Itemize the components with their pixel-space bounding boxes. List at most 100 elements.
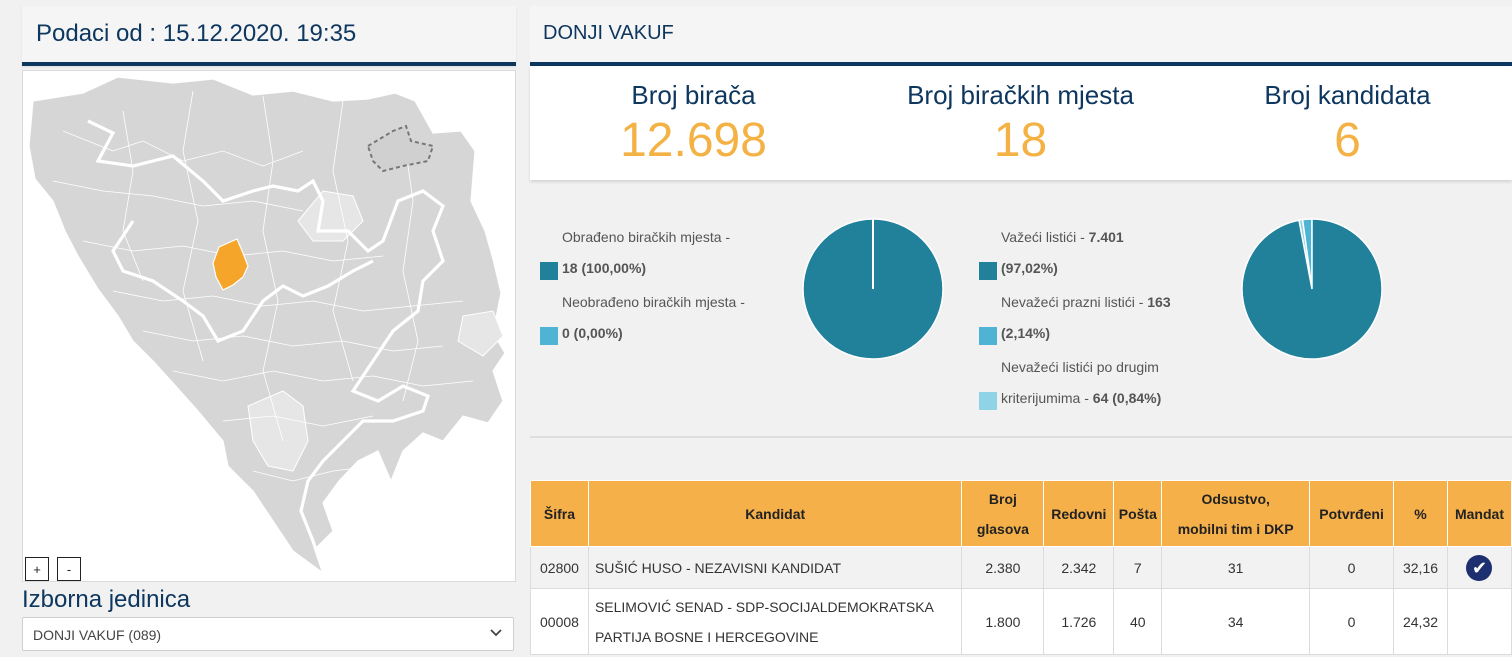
unit-header: DONJI VAKUF — [530, 6, 1512, 66]
selected-municipality[interactable] — [212, 238, 249, 291]
zoom-controls: + - — [25, 557, 81, 581]
table-row[interactable]: 02800 SUŠIĆ HUSO - NEZAVISNI KANDIDAT 2.… — [530, 546, 1512, 589]
table-row[interactable]: 00008 SELIMOVIĆ SENAD - SDP-SOCIJALDEMOK… — [530, 588, 1512, 655]
results-table: Šifra Kandidat Broj glasova Redovni Pošta… — [530, 480, 1512, 655]
col-potvrdeni[interactable]: Potvrđeni — [1309, 480, 1395, 547]
col-redovni[interactable]: Redovni — [1043, 480, 1115, 547]
ballots-pie-slice-2[interactable] — [1241, 218, 1383, 360]
cell-mandat — [1446, 588, 1512, 655]
election-map[interactable]: + - — [22, 70, 516, 582]
stat-candidates: Broj kandidata 6 — [1184, 66, 1511, 180]
valid-label: Važeći listići - — [1001, 229, 1085, 245]
col-pct[interactable]: % — [1393, 480, 1448, 547]
light-region-east — [457, 310, 504, 357]
light-region-north — [297, 190, 364, 242]
other-value: 64 (0,84%) — [1092, 390, 1162, 406]
other-swatch — [979, 392, 997, 410]
legend-valid: Važeći listići - 7.401 (97,02%) — [979, 222, 1171, 284]
processed-value: 18 (100,00%) — [562, 260, 647, 276]
electoral-unit-value: DONJI VAKUF (089) — [33, 627, 162, 643]
entity-border — [87, 119, 445, 572]
ballots-legend: Važeći listići - 7.401 (97,02%) Nevažeći… — [979, 222, 1171, 417]
processed-swatch — [540, 262, 558, 280]
cell-posta: 7 — [1113, 546, 1163, 589]
cell-sifra: 02800 — [530, 546, 589, 589]
electoral-unit-select[interactable]: DONJI VAKUF (089) — [22, 617, 514, 651]
unprocessed-swatch — [540, 327, 558, 345]
cell-potvrdeni: 0 — [1309, 588, 1395, 655]
unprocessed-value: 0 (0,00%) — [562, 325, 623, 341]
valid-swatch — [979, 262, 997, 280]
brcko-district — [366, 124, 435, 173]
unprocessed-label: Neobrađeno biračkih mjesta - — [562, 294, 745, 310]
zoom-in-button[interactable]: + — [25, 557, 49, 581]
cell-redovni: 1.726 — [1043, 588, 1115, 655]
stat-voters-value: 12.698 — [620, 114, 767, 167]
check-circle-icon: ✔ — [1466, 554, 1493, 581]
cell-redovni: 2.342 — [1043, 546, 1115, 589]
valid-pct: (97,02%) — [1001, 260, 1058, 276]
cell-odsustvo: 31 — [1161, 546, 1311, 589]
processed-label: Obrađeno biračkih mjesta - — [562, 229, 731, 245]
legend-unprocessed: Neobrađeno biračkih mjesta - 0 (0,00%) — [540, 287, 745, 349]
light-region-center — [247, 390, 309, 472]
col-glasovi-line2: glasova — [976, 520, 1029, 537]
cell-glasovi: 1.800 — [961, 588, 1045, 655]
processing-legend: Obrađeno biračkih mjesta - 18 (100,00%) … — [540, 222, 745, 352]
data-timestamp-header: Podaci od : 15.12.2020. 19:35 — [22, 6, 516, 66]
stat-candidates-label: Broj kandidata — [1264, 80, 1431, 110]
table-header-row: Šifra Kandidat Broj glasova Redovni Pošta… — [530, 480, 1512, 547]
cell-kandidat: SELIMOVIĆ SENAD - SDP-SOCIJALDEMOKRATSKA… — [587, 588, 963, 655]
cell-glasovi: 2.380 — [961, 546, 1045, 589]
ballots-pie[interactable] — [1241, 218, 1383, 360]
col-odsustvo[interactable]: Odsustvo, mobilni tim i DKP — [1161, 480, 1311, 547]
chevron-down-icon — [489, 626, 503, 643]
blank-pct: (2,14%) — [1001, 325, 1051, 341]
other-label-2: kriterijumima - — [1001, 390, 1089, 406]
valid-value: 7.401 — [1088, 229, 1124, 245]
blank-value: 163 — [1147, 294, 1171, 310]
stat-stations: Broj biračkih mjesta 18 — [857, 66, 1184, 180]
other-label-1: Nevažeći listići po drugim — [1001, 359, 1159, 375]
right-panel: DONJI VAKUF Broj birača 12.698 Broj bira… — [530, 6, 1512, 655]
cell-kandidat: SUŠIĆ HUSO - NEZAVISNI KANDIDAT — [587, 546, 963, 589]
stat-voters-label: Broj birača — [631, 80, 756, 110]
cell-potvrdeni: 0 — [1309, 546, 1395, 589]
blank-swatch — [979, 327, 997, 345]
cell-kandidat-line1: SELIMOVIĆ SENAD - SDP-SOCIJALDEMOKRATSKA — [594, 598, 934, 615]
blank-label: Nevažeći prazni listići - — [1001, 294, 1144, 310]
col-mandat[interactable]: Mandat — [1446, 480, 1512, 547]
processing-pie[interactable] — [802, 218, 944, 360]
stat-candidates-value: 6 — [1334, 114, 1361, 167]
cell-pct: 32,16 — [1393, 546, 1448, 589]
cell-sifra: 00008 — [530, 588, 589, 655]
col-sifra[interactable]: Šifra — [530, 480, 589, 547]
col-posta[interactable]: Pošta — [1113, 480, 1163, 547]
cell-kandidat-line1: SUŠIĆ HUSO - NEZAVISNI KANDIDAT — [594, 559, 842, 576]
col-odsustvo-line2: mobilni tim i DKP — [1177, 520, 1294, 537]
country-shape — [28, 76, 506, 575]
col-glasovi-line1: Broj — [988, 490, 1017, 507]
cell-kandidat-line2: PARTIJA BOSNE I HERCEGOVINE — [594, 628, 819, 645]
unit-title: DONJI VAKUF — [543, 22, 674, 44]
left-panel: Podaci od : 15.12.2020. 19:35 — [22, 6, 516, 651]
data-timestamp: Podaci od : 15.12.2020. 19:35 — [36, 20, 357, 47]
municipality-borders — [52, 90, 474, 482]
cell-posta: 40 — [1113, 588, 1163, 655]
electoral-unit-label: Izborna jedinica — [22, 586, 191, 613]
col-glasovi[interactable]: Broj glasova — [961, 480, 1045, 547]
stat-voters: Broj birača 12.698 — [530, 66, 857, 180]
legend-other: Nevažeći listići po drugim kriterijumima… — [979, 352, 1171, 414]
legend-blank: Nevažeći prazni listići - 163 (2,14%) — [979, 287, 1171, 349]
zoom-out-button[interactable]: - — [57, 557, 81, 581]
stat-stations-label: Broj biračkih mjesta — [907, 80, 1134, 110]
col-odsustvo-line1: Odsustvo, — [1201, 490, 1270, 507]
col-kandidat[interactable]: Kandidat — [587, 480, 963, 547]
entity-border-west — [111, 220, 374, 343]
cell-mandat: ✔ — [1446, 546, 1512, 589]
cell-pct: 24,32 — [1393, 588, 1448, 655]
legend-processed: Obrađeno biračkih mjesta - 18 (100,00%) — [540, 222, 745, 284]
bih-map[interactable] — [23, 71, 515, 581]
pie-section: Obrađeno biračkih mjesta - 18 (100,00%) … — [530, 194, 1512, 438]
cell-odsustvo: 34 — [1161, 588, 1311, 655]
